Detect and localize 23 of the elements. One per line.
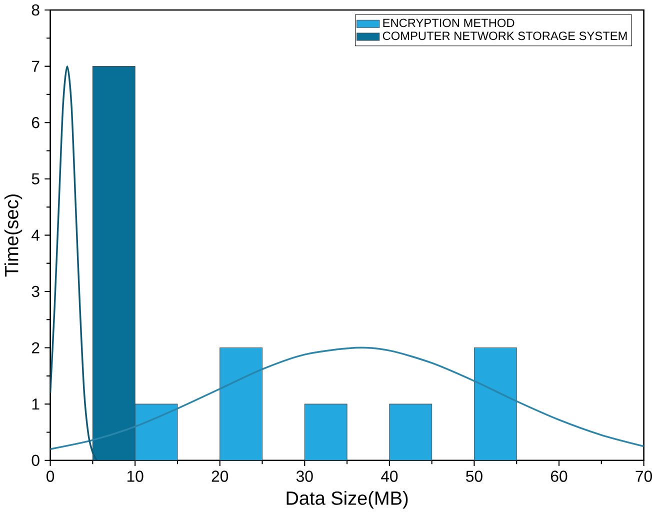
line-series [50,65,98,460]
y-tick-label: 6 [32,116,40,128]
y-tick-label: 4 [32,230,40,241]
y-tick-label: 7 [32,60,40,72]
x-tick-label: 0 [46,470,54,482]
y-tick-label: 0 [32,454,40,466]
y-tick-label: 8 [32,4,40,16]
y-tick-label: 2 [32,342,40,354]
legend-label: ENCRYPTION METHOD [383,18,514,28]
x-tick-label: 10 [127,470,144,482]
y-tick-label: 3 [32,286,40,298]
x-tick-label: 20 [212,470,228,482]
y-tick-label: 1 [32,398,40,410]
y-tick-label: 5 [32,173,40,184]
x-tick-label: 70 [636,470,652,482]
x-axis-title: Data Size(MB) [286,490,408,509]
legend-label: COMPUTER NETWORK STORAGE SYSTEM [382,32,627,40]
x-tick-label: 50 [466,470,482,482]
y-axis-title: Time(sec) [4,194,22,277]
x-tick-label: 30 [296,470,313,482]
x-tick-label: 40 [380,470,398,482]
line-series [50,346,644,450]
x-tick-label: 60 [551,470,568,482]
